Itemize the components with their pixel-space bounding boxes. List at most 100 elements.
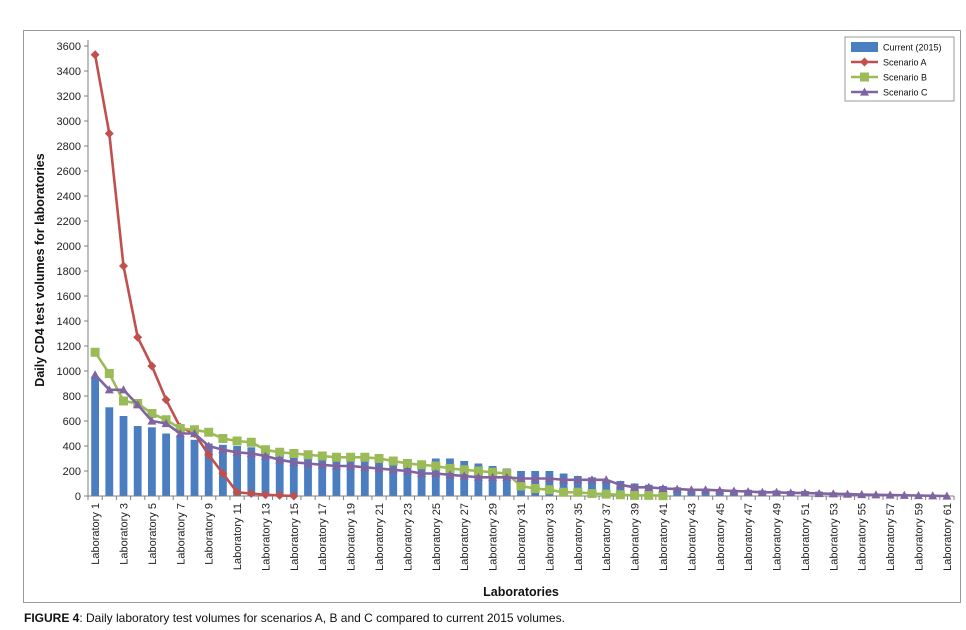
bar xyxy=(190,439,199,497)
scenario-c-point xyxy=(289,457,299,466)
scenario-a-point xyxy=(204,450,214,460)
x-tick-label: Laboratory 33 xyxy=(544,503,556,571)
bar xyxy=(133,426,142,496)
bar xyxy=(360,458,369,496)
scenario-b-point xyxy=(360,452,370,462)
scenario-b-point xyxy=(104,369,114,378)
scenario-b-point xyxy=(488,467,498,477)
y-tick-label: 3400 xyxy=(57,66,81,78)
bar xyxy=(105,407,114,497)
scenario-c-point xyxy=(857,490,867,499)
bar xyxy=(488,466,497,496)
x-tick-label: Laboratory 5 xyxy=(147,503,159,565)
chart-frame xyxy=(23,30,961,603)
scenario-b-point xyxy=(90,347,100,357)
scenario-c-point xyxy=(658,484,668,493)
x-tick-label: Laboratory 19 xyxy=(346,503,358,571)
bar xyxy=(559,473,568,496)
bar xyxy=(431,458,440,496)
x-tick-label: Laboratory 57 xyxy=(885,503,897,571)
x-tick-label: Laboratory 13 xyxy=(260,503,272,571)
scenario-c-point xyxy=(757,487,767,496)
legend-label-scenario-b: Scenario B xyxy=(883,73,927,83)
x-tick-label: Laboratory 31 xyxy=(516,503,528,571)
bar xyxy=(375,459,383,497)
bar xyxy=(417,461,426,496)
scenario-c-point xyxy=(828,489,838,498)
scenario-a-point xyxy=(289,491,299,501)
scenario-b-point xyxy=(232,436,242,446)
x-tick-label: Laboratory 9 xyxy=(204,503,216,565)
scenario-c-point xyxy=(90,370,100,379)
scenario-c-point xyxy=(246,449,256,458)
scenario-c-point xyxy=(303,459,313,468)
scenario-c-point xyxy=(118,385,128,394)
x-tick-label: Laboratory 21 xyxy=(374,503,386,571)
y-axis-title: Daily CD4 test volumes for laboratories xyxy=(33,153,47,386)
scenario-c-point xyxy=(502,472,512,481)
scenario-b-point xyxy=(175,424,185,433)
scenario-a-point xyxy=(133,332,143,342)
scenario-c-point xyxy=(587,475,597,484)
scenario-b-point xyxy=(417,460,427,470)
scenario-b-point xyxy=(331,452,341,462)
legend-swatch-current-2015- xyxy=(851,42,878,52)
y-tick-label: 3600 xyxy=(57,41,81,53)
bar xyxy=(616,481,625,496)
legend-marker-scenario-c xyxy=(860,87,869,96)
bar xyxy=(275,451,284,496)
bar xyxy=(545,471,554,496)
bar xyxy=(91,377,99,497)
scenario-b-point xyxy=(275,447,285,457)
y-tick-label: 2400 xyxy=(57,191,81,203)
scenario-b-point xyxy=(516,481,526,491)
scenario-c-point xyxy=(644,482,654,491)
scenario-c-point xyxy=(942,491,952,500)
bar xyxy=(389,459,398,497)
scenario-c-point xyxy=(346,461,356,470)
scenario-c-point xyxy=(871,490,881,499)
x-tick-label: Laboratory 1 xyxy=(90,503,102,565)
bar xyxy=(332,458,341,496)
x-tick-label: Laboratory 7 xyxy=(175,503,187,565)
scenario-b-point xyxy=(473,466,483,476)
scenario-c-point xyxy=(133,400,143,409)
scenario-b-point xyxy=(303,450,313,460)
x-tick-label: Laboratory 39 xyxy=(630,503,642,571)
y-tick-label: 600 xyxy=(63,416,81,428)
x-tick-label: Laboratory 59 xyxy=(914,503,926,571)
scenario-c-point xyxy=(445,470,455,479)
x-tick-label: Laboratory 11 xyxy=(232,503,244,570)
scenario-c-point xyxy=(630,482,640,491)
y-tick-label: 1200 xyxy=(57,341,81,353)
scenario-a-point xyxy=(246,489,256,498)
scenario-b-point xyxy=(218,434,228,443)
scenario-c-point xyxy=(899,490,909,499)
x-tick-label: Laboratory 3 xyxy=(118,503,130,565)
scenario-c-point xyxy=(786,488,796,497)
x-tick-label: Laboratory 25 xyxy=(431,503,443,571)
y-tick-label: 800 xyxy=(63,391,81,403)
x-tick-label: Laboratory 43 xyxy=(686,503,698,571)
scenario-c-point xyxy=(360,462,370,471)
scenario-c-point xyxy=(232,447,242,456)
bar xyxy=(247,447,256,497)
scenario-c-point xyxy=(800,488,810,497)
axes-layer: 0 200 400 600 800 1000 1200 1400 1600 1800 2000 220… xyxy=(57,40,955,571)
x-tick-label: Laboratory 29 xyxy=(488,503,500,571)
caption-label: FIGURE 4 xyxy=(24,611,80,625)
scenario-b-point xyxy=(374,454,384,463)
scenario-c-point xyxy=(104,385,114,394)
scenario-c-point xyxy=(204,441,214,450)
scenario-b-point xyxy=(402,459,412,468)
y-tick-label: 1000 xyxy=(57,366,81,378)
scenario-b-point xyxy=(644,490,654,500)
scenario-a-point xyxy=(161,395,171,405)
bar xyxy=(289,453,298,496)
scenario-b-point xyxy=(658,491,668,501)
scenario-b-point xyxy=(388,456,398,466)
scenario-c-point xyxy=(530,474,540,483)
scenario-c-point xyxy=(388,465,398,474)
scenario-a-point xyxy=(275,490,285,500)
scenario-b-point xyxy=(601,489,611,499)
